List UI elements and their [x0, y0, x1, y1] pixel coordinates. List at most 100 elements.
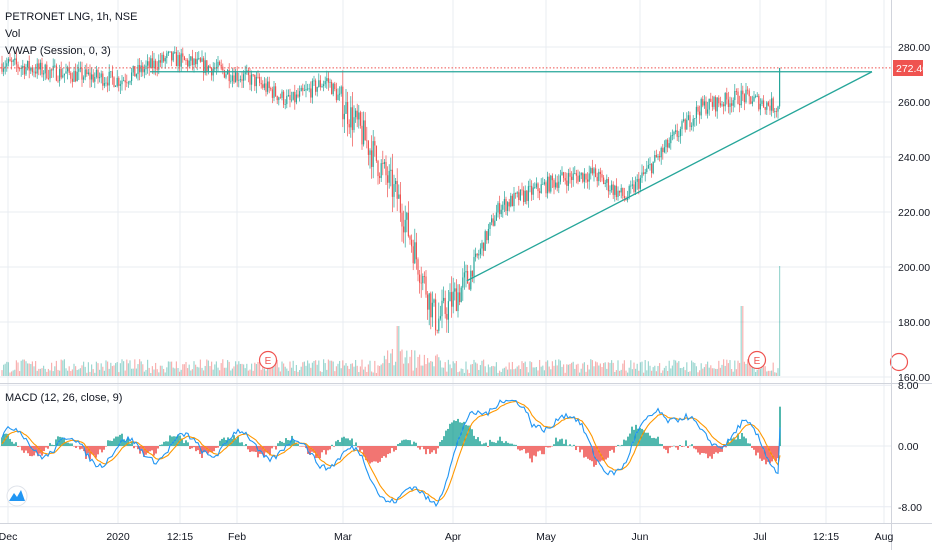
macd-histogram-bar — [473, 435, 475, 446]
volume-bar — [214, 364, 216, 376]
candle-body — [300, 87, 302, 92]
volume-bar — [76, 369, 78, 376]
candle-body — [148, 61, 150, 68]
candle-body — [348, 124, 350, 128]
volume-bar — [779, 266, 781, 376]
price-axis-label: 160.00 — [898, 372, 930, 384]
candle-body — [195, 58, 197, 65]
earnings-marker-icon[interactable] — [889, 352, 909, 372]
volume-bar — [523, 363, 525, 376]
volume-bar — [289, 361, 291, 376]
macd-histogram-bar — [291, 435, 293, 446]
candle-body — [382, 163, 384, 164]
macd-line — [1, 399, 781, 508]
candle-body — [652, 161, 654, 174]
candle-body — [516, 192, 518, 194]
candle-body — [270, 88, 272, 90]
trendline-rising-support[interactable] — [466, 71, 873, 282]
candle-body — [308, 88, 310, 90]
candle-body — [595, 168, 597, 177]
volume-bar — [220, 363, 222, 376]
volume-bar — [79, 368, 81, 376]
candle-body — [729, 103, 731, 107]
price-axis[interactable]: 280.00 260.00 240.00 220.00 200.00 180.00 160.… — [898, 42, 930, 514]
macd-indicator-label[interactable]: MACD (12, 26, close, 9) — [5, 392, 122, 404]
candle-body — [774, 111, 776, 113]
volume-bar — [121, 359, 123, 376]
candle-body — [564, 178, 566, 181]
volume-bar — [617, 360, 619, 376]
trendlines[interactable] — [0, 67, 891, 282]
time-axis-label: Aug — [875, 531, 894, 543]
volume-bar — [323, 359, 325, 376]
macd-histogram-bar — [333, 446, 335, 447]
volume-bar — [710, 365, 712, 376]
macd-histogram-bar — [365, 446, 367, 461]
macd-histogram-bar — [11, 441, 13, 446]
macd-histogram-bar — [57, 436, 59, 446]
candle-body — [283, 91, 285, 105]
macd-histogram-bar — [5, 433, 7, 446]
candle-body — [415, 242, 417, 260]
candle-body — [758, 95, 760, 110]
macd-histogram-bar — [569, 444, 571, 446]
macd-pane[interactable] — [1, 399, 781, 508]
candle-body — [742, 90, 744, 95]
macd-histogram-bar — [219, 440, 221, 446]
candle-body — [716, 97, 718, 112]
macd-histogram-bar — [203, 446, 205, 453]
macd-histogram-bar — [463, 421, 465, 446]
volume-bar — [115, 363, 117, 376]
candle-body — [9, 59, 11, 62]
macd-histogram-bar — [135, 446, 137, 447]
volume-bar — [81, 365, 83, 376]
candle-body — [223, 70, 225, 78]
volume-bar — [465, 361, 467, 376]
candle-body — [219, 61, 221, 65]
macd-histogram-bar — [131, 441, 133, 446]
vol-indicator-label[interactable]: Vol — [5, 28, 20, 40]
macd-histogram-bar — [497, 440, 499, 446]
candle-body — [391, 169, 393, 197]
volume-bar — [199, 359, 201, 376]
volume-bar — [679, 368, 681, 376]
candle-body — [151, 58, 153, 68]
volume-bar — [25, 361, 27, 376]
macd-histogram-bar — [469, 425, 471, 446]
macd-histogram-bar — [477, 437, 479, 446]
volume-bar — [281, 361, 283, 376]
volume-bar — [70, 371, 72, 376]
earnings-marker-icon[interactable]: E — [747, 350, 767, 370]
macd-histogram-bar — [487, 446, 489, 447]
volume-bar — [3, 364, 5, 376]
macd-histogram-bar — [45, 446, 47, 448]
earnings-marker-icon[interactable]: E — [258, 350, 278, 370]
volume-bar — [49, 370, 51, 376]
volume-bar — [350, 363, 352, 376]
macd-histogram-bar — [449, 423, 451, 446]
symbol-title[interactable]: PETRONET LNG, 1h, NSE — [5, 11, 137, 23]
macd-histogram-bar — [703, 446, 705, 454]
macd-histogram-bar — [387, 446, 389, 455]
candle-body — [123, 80, 125, 82]
candle-body — [43, 73, 45, 75]
volume-bar — [175, 361, 177, 376]
candle-body — [543, 182, 545, 185]
tradingview-logo-icon[interactable] — [6, 485, 28, 507]
volume-bar — [715, 368, 717, 376]
candle-body — [775, 111, 777, 113]
volume-bar — [551, 361, 553, 376]
macd-histogram-bar — [61, 437, 63, 446]
candle-body — [657, 156, 659, 158]
price-candles[interactable] — [1, 46, 781, 336]
volume-bar — [204, 365, 206, 376]
macd-histogram-bar — [163, 441, 165, 446]
time-axis[interactable]: Dec 2020 12:15 Feb Mar Apr May Jun Jul 12:15 Aug — [0, 531, 893, 543]
candle-body — [567, 173, 569, 186]
volume-bar — [459, 371, 461, 376]
volume-bar — [127, 363, 129, 376]
vwap-indicator-label[interactable]: VWAP (Session, 0, 3) — [5, 45, 111, 57]
candle-body — [395, 180, 397, 185]
